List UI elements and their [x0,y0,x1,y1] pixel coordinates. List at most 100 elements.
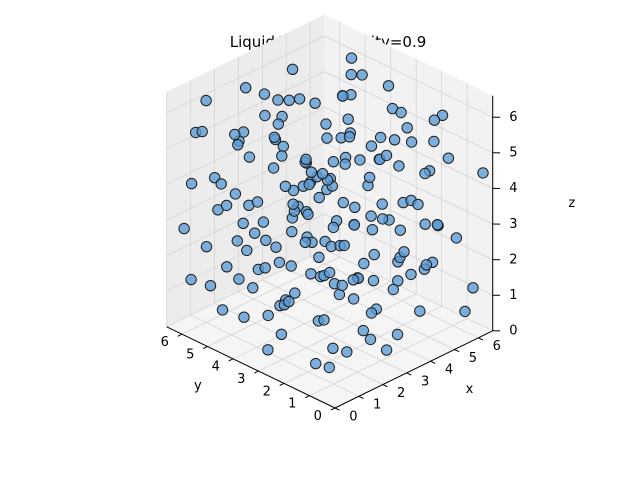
scatter-point [339,158,351,170]
scatter-point [305,268,317,280]
scatter-point [293,93,306,105]
y-tick-label: 3 [237,372,245,387]
scatter-point [358,257,370,270]
grid-line-x [214,68,383,385]
scatter-point [310,357,322,370]
grid-line-y [309,83,468,397]
scatter-point [196,125,208,138]
scatter-point [300,153,312,166]
scatter-point [259,109,271,122]
scatter-point [303,178,315,191]
scatter-point [345,68,357,81]
scatter-point [363,171,376,184]
x-tick-label: 3 [421,374,429,389]
z-tick-label: 3 [509,217,517,232]
scatter-point [364,333,377,346]
scatter-point [374,131,387,144]
scatter-point [323,266,336,279]
z-tick-label: 5 [509,146,517,161]
y-tick-label: 1 [288,397,296,412]
scatter-point [401,122,413,134]
scatter-point [388,134,401,146]
scatter-point [178,222,190,235]
y-tick-mark [228,358,234,362]
scatter-point [376,213,389,225]
scatter-point [368,248,380,261]
x-tick-label: 1 [373,398,381,413]
x-axis-line [334,330,493,409]
grid-line-z [166,35,493,118]
scatter-point [380,344,393,356]
scatter-point [185,273,197,286]
grid-line-z [166,71,493,154]
scatter-point [392,275,404,287]
scatter-points [178,52,489,374]
y-tick-label: 0 [314,409,322,424]
scatter-point [341,346,353,358]
scatter-point [467,282,479,294]
scatter-point [412,198,424,211]
scatter-point [240,82,252,94]
scatter-point [420,259,433,271]
z-tick-label: 2 [509,252,517,267]
scatter-point [233,273,245,285]
y-tick-mark [253,370,259,374]
scatter-point [327,156,340,168]
scatter-point [259,262,271,274]
scatter-point [419,218,431,230]
scatter-point [262,344,274,356]
y-tick-label: 6 [161,335,169,350]
scatter-point [268,131,281,144]
scatter-point [327,221,340,234]
scatter-point [276,150,288,162]
scatter-point [394,224,406,236]
scatter-point [391,328,404,341]
scatter-point [357,324,369,337]
scatter-point [309,97,321,109]
scatter-point [347,293,360,305]
scatter-point [395,106,407,119]
scatter-point [338,239,350,252]
scatter-point [327,342,339,354]
x-tick-label: 5 [469,351,477,366]
scatter-point [477,167,489,179]
scatter-point [272,118,284,130]
scatter-point [257,216,270,228]
scatter-point [419,167,431,180]
scatter-point [215,178,227,190]
scatter-point [283,295,295,308]
y-tick-label: 5 [186,347,194,362]
y-axis-line [166,326,336,409]
x-tick-label: 0 [349,409,357,424]
scatter-point [262,309,274,322]
scatter-point [313,191,325,204]
scatter-point [200,94,212,107]
scatter-point [220,199,233,212]
scatter-point [336,279,348,292]
z-axis-label: z [568,196,575,211]
y-tick-mark [304,395,310,399]
y-tick-mark [330,407,336,411]
scatter-point [286,63,299,76]
scatter-point [342,113,354,125]
scatter-point [365,210,377,222]
scatter-point [221,261,233,273]
scatter-point [450,232,463,244]
scatter-point [273,256,286,269]
scatter-point [321,132,333,144]
scatter-point [216,304,229,316]
grid-line-x [261,45,431,362]
scatter-point [229,188,242,200]
grid-line-x [190,80,360,397]
tick-marks [177,116,501,411]
scatter-point [275,328,288,340]
scatter-point [376,198,388,210]
scatter-point [229,128,241,141]
z-tick-label: 4 [509,181,517,196]
scatter-point [356,69,368,81]
scatter-point [347,274,359,286]
x-tick-mark [358,395,364,399]
x-tick-mark [406,372,412,376]
x-tick-mark [382,384,388,388]
x-tick-label: 6 [493,339,501,354]
